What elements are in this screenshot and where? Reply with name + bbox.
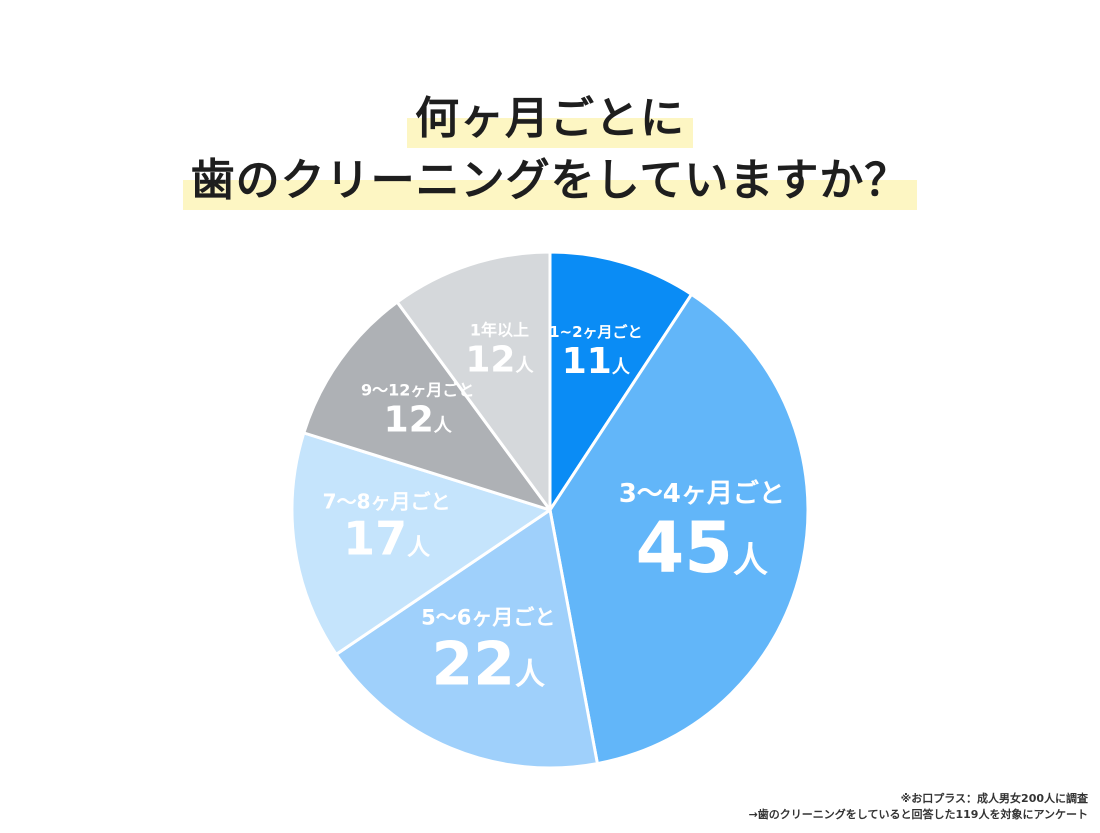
slice-value-label: 11人 (562, 341, 631, 382)
slice-value-unit: 人 (733, 541, 768, 581)
slice-category-label: 1年以上 (470, 321, 529, 340)
slice-value-label: 12人 (384, 400, 453, 441)
slice-value-unit: 人 (407, 535, 431, 561)
footnote-source: ※お口プラス：成人男女200人に調査 (900, 792, 1088, 805)
pie-slice (548, 292, 810, 766)
slice-value-number: 22 (432, 630, 516, 700)
slice-value-unit: 人 (515, 356, 534, 377)
slice-value-number: 11 (562, 341, 612, 382)
chart-title: 何ヶ月ごとに 歯のクリーニングをしていますか？ (0, 88, 1100, 212)
slice-category-label: 1~2ヶ月ごと (549, 323, 642, 341)
slice-value-number: 12 (465, 340, 515, 381)
pie-labels: 1~2ヶ月ごと11人3〜4ヶ月ごと45人5〜6ヶ月ごと22人7〜8ヶ月ごと17人… (323, 321, 785, 700)
slice-category-label: 7〜8ヶ月ごと (323, 490, 451, 514)
title-line-2: 歯のクリーニングをしていますか？ (182, 152, 918, 210)
slice-value-number: 45 (636, 507, 733, 589)
slice-category-label: 9〜12ヶ月ごと (361, 381, 474, 400)
slice-category-label: 3〜4ヶ月ごと (619, 478, 785, 509)
slice-value-label: 12人 (465, 340, 534, 381)
title-text-1: 何ヶ月ごとに (415, 93, 685, 144)
slice-value-label: 17人 (343, 512, 431, 566)
slice-value-label: 22人 (432, 630, 546, 700)
pie-slices (290, 250, 810, 770)
slice-value-unit: 人 (434, 416, 453, 437)
slice-value-unit: 人 (515, 658, 545, 693)
pie-slice (302, 300, 552, 512)
pie-slice (548, 250, 694, 512)
pie-slice (334, 508, 599, 770)
slice-value-number: 17 (343, 512, 407, 566)
slice-value-number: 12 (384, 400, 434, 441)
footnote: ※お口プラス：成人男女200人に調査 →歯のクリーニングをしていると回答した11… (749, 791, 1088, 823)
slice-value-label: 45人 (636, 507, 768, 589)
title-highlight-2 (182, 180, 918, 210)
pie-slice (290, 431, 552, 656)
slice-value-unit: 人 (612, 357, 631, 378)
title-text-2: 歯のクリーニングをしていますか？ (190, 155, 910, 206)
slice-category-label: 5〜6ヶ月ごと (421, 606, 555, 630)
title-highlight-1 (407, 118, 693, 148)
title-line-1: 何ヶ月ごとに (407, 90, 693, 148)
pie-slice (395, 250, 552, 512)
footnote-note: →歯のクリーニングをしていると回答した119人を対象にアンケート (748, 808, 1088, 821)
